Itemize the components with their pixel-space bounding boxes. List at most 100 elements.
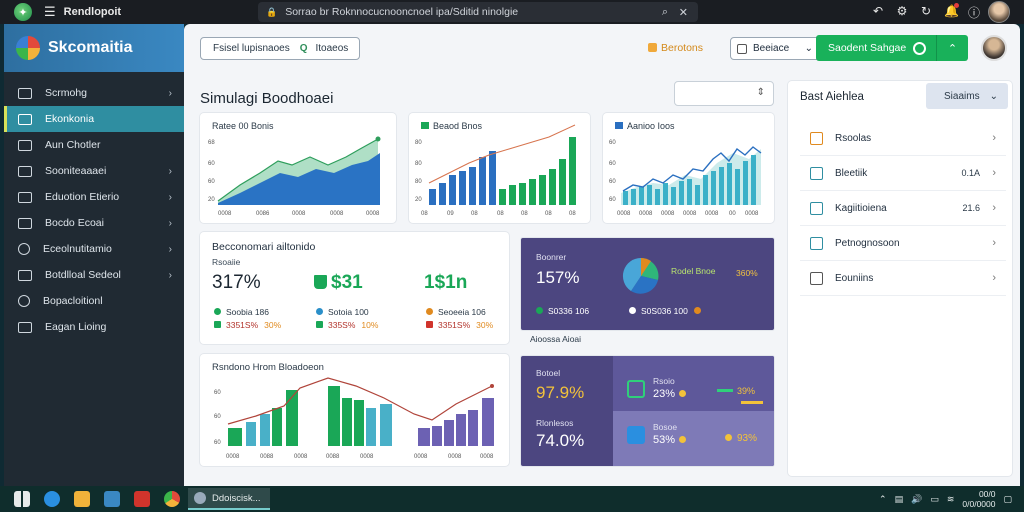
legend-swatch: [421, 122, 429, 129]
x-tick-label: 0008: [705, 211, 719, 217]
bar: [272, 408, 282, 446]
wifi-icon[interactable]: ≋: [946, 493, 955, 504]
filter-button[interactable]: Fsisel lupisnaoes Q Itoaeos: [200, 37, 360, 60]
volume-icon[interactable]: 🔊: [911, 493, 923, 504]
stats-tile-2-value: 53%: [653, 434, 676, 446]
primary-action-button[interactable]: Saodent Sahgae ⌃: [816, 35, 968, 61]
filter-extra: Itoaeos: [315, 43, 349, 54]
chevron-right-icon: ›: [168, 269, 172, 281]
metric-row-b2: 30%: [264, 320, 282, 330]
list-item[interactable]: Bleetiik 0.1A ›: [800, 156, 1006, 191]
bar: [751, 155, 756, 205]
doc-icon: [18, 321, 32, 333]
hamburger-menu-icon[interactable]: ☰: [44, 4, 56, 19]
edit-icon: [810, 236, 823, 250]
checkbox-icon[interactable]: [737, 43, 747, 54]
bar: [459, 171, 466, 205]
bar: [623, 191, 628, 205]
list-item[interactable]: Eouniins ›: [800, 261, 1006, 296]
list-item-label: Rsoolas: [835, 132, 872, 144]
chevron-right-icon: ›: [992, 202, 996, 214]
stats-value-2: 74.0%: [536, 431, 585, 450]
combo-bar-chart: 60 60 60 0008 0088 0008 0088 000: [214, 377, 494, 460]
sidebar-item-2[interactable]: Aun Chotler: [4, 132, 184, 158]
pie-card-value: 157%: [536, 268, 580, 287]
bar: [418, 428, 430, 446]
search-icon: Q: [299, 43, 308, 54]
windows-start-icon[interactable]: [14, 491, 30, 507]
pie-card-label: Boonrer: [536, 252, 567, 262]
x-tick-label: 08: [545, 211, 552, 217]
sidebar-item-label: Scrmohg: [45, 87, 88, 99]
close-icon[interactable]: ✕: [678, 6, 688, 19]
chrome-icon[interactable]: [164, 491, 180, 507]
clock[interactable]: 00/0 0/0/0000: [962, 489, 995, 509]
dropdown-label: Siaaims: [944, 90, 980, 102]
taskbar-active-window[interactable]: Ddoiscisk...: [188, 488, 270, 510]
refresh-icon[interactable]: ↻: [920, 4, 932, 18]
store-icon[interactable]: [104, 491, 120, 507]
y-tick-label: 60: [609, 179, 616, 185]
sidebar-item-0[interactable]: Scrmohg ›: [4, 80, 184, 106]
pie-summary-card: Boonrer 157% Rodel Bnoe 360% S0336 106 S…: [521, 238, 774, 330]
back-icon[interactable]: ↶: [872, 4, 884, 18]
sidebar-nav: Scrmohg › Ekonkonia Aun Chotler Soonitea…: [4, 80, 184, 340]
right-panel-dropdown[interactable]: Siaaims ⌄: [926, 83, 1008, 109]
sidebar-item-7[interactable]: Botdlloal Sedeol ›: [4, 262, 184, 288]
bar: [529, 179, 536, 205]
check-icon: [810, 201, 823, 215]
file-explorer-icon[interactable]: [74, 491, 90, 507]
list-item[interactable]: Petnognosoon ›: [800, 226, 1006, 261]
y-tick-label: 60: [208, 161, 215, 167]
chart-title-wrap: Beaod Bnos: [421, 121, 482, 131]
pie-row: S0S036 100: [629, 306, 706, 316]
clock-icon: [18, 243, 30, 255]
tray-up-icon[interactable]: ⌃: [879, 493, 887, 504]
sidebar-item-3[interactable]: Sooniteaaaei ›: [4, 158, 184, 184]
pie-slice: [631, 276, 658, 294]
list-item[interactable]: Kagiitioiena 21.6 ›: [800, 191, 1006, 226]
header-avatar[interactable]: [981, 35, 1007, 61]
reports-label: Berotons: [661, 42, 704, 54]
app-logo-icon[interactable]: ✦: [14, 3, 32, 21]
sidebar-item-5[interactable]: Bocdo Ecoai ›: [4, 210, 184, 236]
reports-link[interactable]: Berotons: [648, 42, 703, 54]
search-icon[interactable]: ⌕: [661, 5, 668, 18]
notifications-icon[interactable]: ▢: [1003, 493, 1012, 504]
sidebar-item-4[interactable]: Eduotion Etierio ›: [4, 184, 184, 210]
stats-right-1: 39%: [737, 386, 756, 396]
bar-chart-card: Beaod Bnos 80 80 80 20 08 09 08 08: [409, 113, 590, 223]
network-icon[interactable]: ▤: [894, 493, 904, 504]
area-end-point: [375, 136, 381, 142]
browser-edge-icon[interactable]: [44, 491, 60, 507]
sidebar-brand[interactable]: Skcomaitia: [4, 24, 184, 72]
sidebar-item-9[interactable]: Eagan Lioing: [4, 314, 184, 340]
address-bar[interactable]: 🔒 Sorrao br Roknnocucnooncnoel ipa/Sditi…: [258, 2, 698, 22]
bar: [569, 137, 576, 205]
media-icon[interactable]: [134, 491, 150, 507]
user-avatar[interactable]: [988, 1, 1010, 23]
sidebar-item-8[interactable]: Bopacloitionl: [4, 288, 184, 314]
device-select[interactable]: Beeiace ⌄: [730, 37, 822, 60]
list-item[interactable]: Rsoolas ›: [800, 121, 1006, 156]
top-icon-group: ↶ ⚙ ↻ 🔔 ⓘ: [872, 3, 981, 21]
notification-icon[interactable]: 🔔: [944, 3, 959, 21]
chevron-up-icon[interactable]: ⌃: [936, 35, 968, 61]
page-title: Simulagi Boodhoaei: [200, 90, 334, 107]
sidebar-item-6[interactable]: Eceolnutitamio ›: [4, 236, 184, 262]
x-tick-label: 0008: [661, 211, 675, 217]
bar: [429, 189, 436, 205]
green-square-icon: [214, 321, 221, 328]
chevron-right-icon: ›: [168, 191, 172, 203]
sidebar-item-1[interactable]: Ekonkonia: [4, 106, 184, 132]
settings-icon[interactable]: ⚙: [896, 4, 908, 18]
x-tick-label: 09: [447, 211, 454, 217]
stats-tile-1-value: 23%: [653, 388, 676, 400]
yellow-dot-icon: [725, 434, 732, 441]
battery-icon[interactable]: ▭: [930, 493, 939, 504]
info-icon[interactable]: ⓘ: [968, 6, 981, 20]
title-search-box[interactable]: ⇕: [674, 81, 774, 106]
metric-row-a: Soobia 186: [226, 307, 270, 317]
bar: [354, 400, 364, 446]
x-tick-label: 0008: [360, 454, 374, 460]
